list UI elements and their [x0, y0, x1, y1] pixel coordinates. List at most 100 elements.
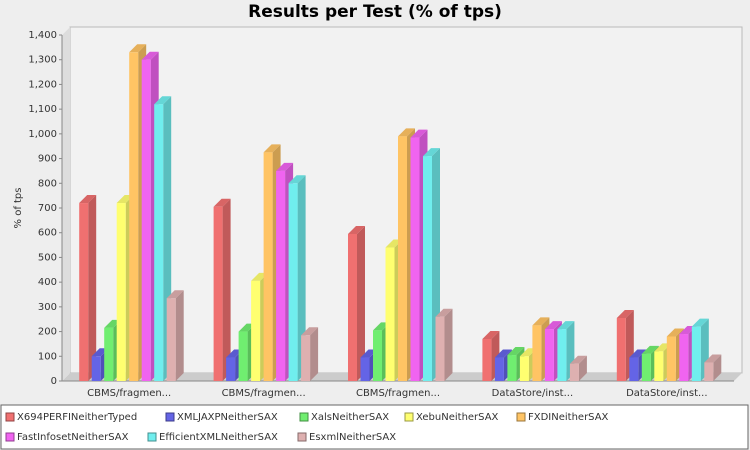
bar-front [519, 356, 529, 381]
y-axis-label: % of tps [13, 188, 24, 229]
bar-top [532, 317, 550, 326]
bar [213, 198, 231, 381]
bar-front [154, 104, 164, 381]
y-tick-label: 900 [38, 154, 57, 165]
bar-top [348, 225, 365, 234]
bar [704, 354, 722, 381]
legend-swatch [147, 432, 157, 442]
bar-front [435, 316, 445, 381]
x-tick-label: CBMS/fragmen... [356, 388, 440, 399]
bar-top [301, 327, 319, 336]
bar-top [410, 129, 428, 138]
y-tick-label: 700 [38, 203, 57, 214]
bar-front [116, 203, 126, 381]
x-tick-label: CBMS/fragmen... [87, 388, 171, 399]
bar-top [641, 345, 659, 354]
legend-label: XalsNeitherSAX [311, 412, 389, 423]
bar-front [238, 331, 248, 381]
bar-front [616, 317, 626, 381]
bar-front [288, 183, 298, 381]
bar-top [569, 355, 587, 364]
bar-front [532, 325, 542, 381]
bar-top [213, 198, 231, 207]
y-tick-label: 100 [38, 351, 57, 362]
bar-side [222, 198, 231, 381]
y-tick-label: 1,100 [28, 104, 57, 115]
bar-top [435, 308, 453, 317]
bar-front [301, 335, 311, 381]
bar-front [544, 329, 554, 381]
bar-front [385, 247, 395, 381]
bar-side [88, 195, 97, 381]
bar [435, 308, 453, 381]
legend [0, 404, 749, 450]
y-tick-label: 300 [38, 302, 57, 313]
y-tick-label: 1,300 [28, 55, 57, 66]
y-tick-label: 800 [38, 178, 57, 189]
bar [288, 175, 306, 381]
bar-side [578, 355, 587, 381]
legend-swatch [165, 412, 175, 422]
bar-front [104, 327, 114, 381]
y-tick-label: 400 [38, 277, 57, 288]
bar-front [141, 59, 151, 381]
legend-label: XebuNeitherSAX [416, 412, 499, 423]
y-tick-label: 200 [38, 327, 57, 338]
bar-top [423, 148, 440, 157]
bar-front [666, 336, 676, 381]
bar-side [713, 354, 722, 381]
y-tick-label: 500 [38, 252, 57, 263]
bar-front [557, 329, 567, 381]
bar-side [297, 175, 306, 381]
bar [569, 355, 587, 381]
bar-front [263, 152, 273, 381]
bar-front [373, 330, 382, 381]
bar-side [444, 308, 453, 381]
bar-front [629, 357, 639, 381]
legend-swatch [297, 432, 307, 442]
legend-label: FXDINeitherSAX [528, 412, 609, 423]
x-tick-label: DataStore/inst... [492, 388, 573, 399]
x-tick-label: DataStore/inst... [626, 388, 707, 399]
bar-side [310, 327, 319, 381]
y-tick-label: 1,000 [28, 129, 57, 140]
bar-top [544, 321, 562, 330]
bar [79, 195, 97, 381]
legend-swatch [299, 412, 309, 422]
bar-top [507, 347, 525, 356]
bar-top [398, 128, 415, 137]
bar-front [129, 52, 139, 382]
bar-top [557, 321, 575, 330]
bar-front [641, 353, 651, 381]
bar-top [288, 175, 306, 184]
legend-label: X694PERFINeitherTyped [17, 412, 137, 423]
bar-top [704, 354, 722, 363]
bar-top [129, 44, 147, 53]
bar-front [213, 206, 223, 381]
bar-front [494, 357, 504, 381]
y-tick-label: 1,400 [28, 30, 57, 41]
bar-front [691, 326, 701, 381]
bar-side [175, 290, 184, 381]
bar-top [629, 349, 647, 358]
bar-top [154, 96, 172, 105]
bar-front [226, 357, 236, 381]
bar-front [423, 156, 432, 381]
bar-top [263, 144, 281, 153]
legend-label: EfficientXMLNeitherSAX [159, 432, 278, 443]
chart-title: Results per Test (% of tps) [248, 2, 502, 22]
bar-top [482, 330, 500, 339]
bar-side [357, 225, 365, 381]
bar-top [494, 349, 512, 358]
bar-front [348, 233, 357, 381]
legend-swatch [516, 412, 526, 422]
bar-top [79, 195, 97, 204]
bar-front [91, 356, 101, 381]
legend-label: EsxmlNeitherSAX [309, 432, 396, 443]
bar-top [666, 328, 684, 337]
bar [166, 290, 184, 381]
y-tick-label: 0 [51, 376, 57, 387]
bar-front [482, 338, 492, 381]
legend-label: XMLJAXPNeitherSAX [177, 412, 278, 423]
